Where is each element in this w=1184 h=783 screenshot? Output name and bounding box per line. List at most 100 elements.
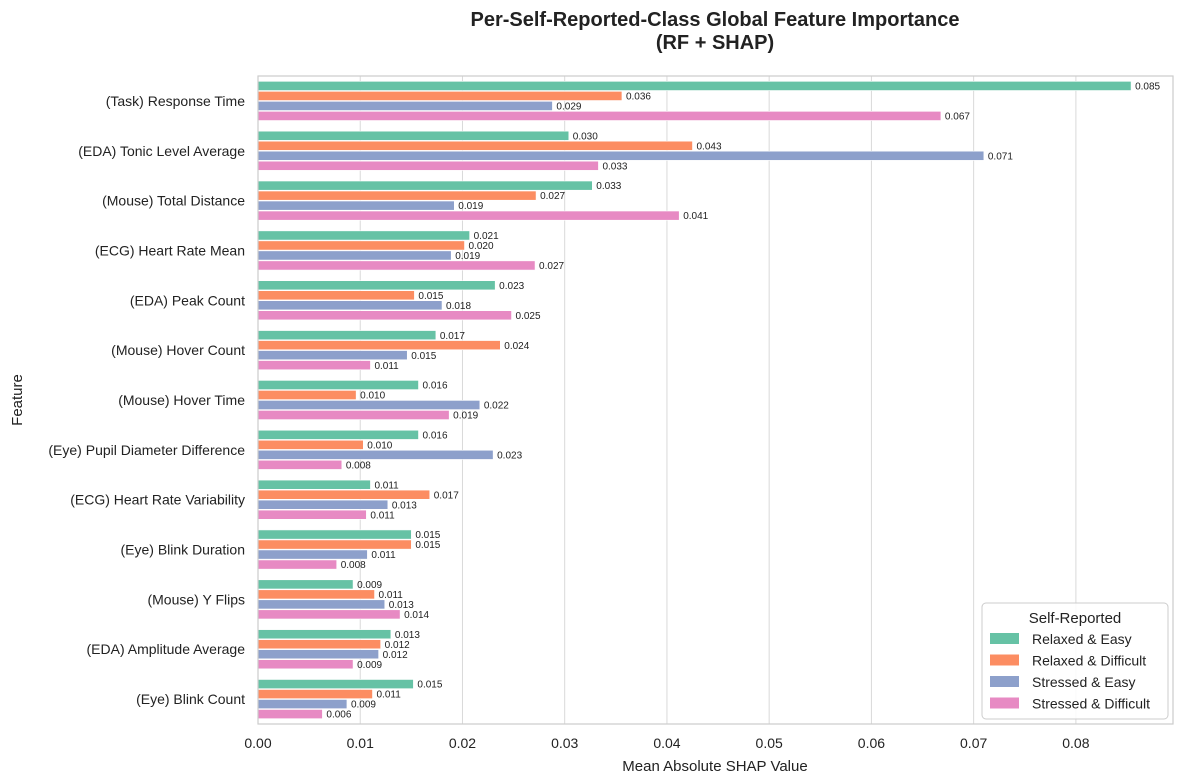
bar-4-12	[257, 659, 354, 670]
bar-3-12	[257, 649, 379, 660]
bar-value-label: 0.009	[357, 580, 382, 591]
bar-4-13	[257, 709, 323, 719]
bar-value-label: 0.023	[499, 281, 524, 292]
legend-title: Self-Reported	[1029, 610, 1122, 627]
bar-4-7	[257, 410, 450, 420]
bar-2-2	[257, 140, 693, 151]
legend-swatch	[990, 697, 1019, 709]
bar-value-label: 0.016	[423, 430, 448, 441]
y-tick-label: (Mouse) Total Distance	[102, 193, 245, 209]
y-tick-label: (EDA) Peak Count	[130, 292, 245, 308]
legend-items: Relaxed & Easy Relaxed & Difficult Stresse…	[990, 631, 1150, 712]
legend-swatch	[990, 676, 1019, 687]
bar-value-label: 0.014	[404, 610, 429, 621]
bar-value-label: 0.008	[346, 460, 371, 471]
bar-value-label: 0.023	[497, 450, 522, 461]
bar-value-label: 0.085	[1135, 82, 1160, 93]
bar-value-label: 0.033	[602, 161, 627, 172]
bar-value-label: 0.019	[458, 201, 483, 212]
bar-value-label: 0.024	[504, 341, 529, 352]
bar-2-11	[257, 589, 375, 600]
bar-1-8	[257, 429, 419, 440]
x-tick-label: 0.06	[858, 735, 885, 751]
y-tick-label: (Task) Response Time	[106, 93, 245, 109]
bar-4-2	[257, 160, 599, 171]
bar-2-10	[257, 539, 412, 550]
bar-1-12	[257, 629, 392, 640]
bar-value-label: 0.043	[696, 141, 721, 152]
bar-value-label: 0.017	[434, 490, 459, 501]
bar-2-13	[257, 689, 373, 699]
bar-1-2	[257, 130, 570, 141]
bar-value-label: 0.015	[417, 680, 442, 691]
legend: Self-Reported Relaxed & Easy Relaxed & Di…	[981, 602, 1169, 720]
bar-1-10	[257, 529, 412, 540]
bar-value-label: 0.013	[395, 630, 420, 641]
y-tick-label: (ECG) Heart Rate Variability	[70, 492, 245, 508]
legend-swatch	[990, 633, 1019, 644]
bar-4-4	[257, 260, 536, 271]
y-tick-label: (EDA) Tonic Level Average	[78, 143, 245, 159]
y-tick-labels: (Task) Response Time (EDA) Tonic Level Av…	[48, 93, 245, 707]
bar-value-label: 0.010	[360, 391, 385, 402]
x-tick-label: 0.04	[653, 735, 680, 751]
plot-frame	[257, 75, 1174, 725]
bar-value-label: 0.012	[385, 640, 410, 651]
bar-1-13	[257, 679, 414, 689]
bar-3-5	[257, 300, 443, 311]
bar-1-7	[257, 380, 419, 390]
x-tick-label: 0.07	[960, 735, 987, 751]
bar-value-label: 0.008	[341, 560, 366, 571]
bar-3-2	[257, 150, 985, 161]
legend-label: Relaxed & Difficult	[1032, 653, 1146, 669]
bar-value-label: 0.015	[415, 530, 440, 541]
bar-value-label: 0.021	[474, 231, 499, 242]
bar-1-3	[257, 180, 593, 191]
bar-2-6	[257, 340, 501, 351]
bar-value-label: 0.016	[423, 381, 448, 392]
bar-value-label: 0.017	[440, 331, 465, 342]
y-tick-label: (Mouse) Hover Count	[111, 342, 245, 358]
bar-4-10	[257, 559, 338, 570]
bar-value-label: 0.027	[540, 191, 565, 202]
bar-4-1	[257, 111, 942, 121]
y-tick-label: (ECG) Heart Rate Mean	[95, 242, 245, 258]
bar-value-label: 0.029	[556, 102, 581, 113]
bar-value-label: 0.010	[367, 440, 392, 451]
x-tick-label: 0.02	[449, 735, 476, 751]
bar-4-6	[257, 360, 371, 371]
bar-value-label: 0.009	[357, 660, 382, 671]
bar-1-1	[257, 81, 1132, 91]
bar-1-6	[257, 330, 437, 341]
y-tick-label: (Mouse) Hover Time	[118, 392, 245, 408]
bar-value-label: 0.025	[516, 311, 541, 322]
chart-title-line-2: (RF + SHAP)	[656, 32, 774, 54]
y-tick-label: (EDA) Amplitude Average	[87, 641, 246, 657]
x-tick-labels: 0.00 0.01 0.02 0.03 0.04 0.05 0.06 0.07 0.08	[244, 735, 1089, 751]
bar-4-9	[257, 509, 367, 520]
bar-3-9	[257, 499, 389, 510]
y-tick-label: (Eye) Blink Duration	[121, 542, 246, 558]
bar-3-4	[257, 250, 452, 261]
bar-4-11	[257, 609, 401, 620]
legend-box	[981, 602, 1169, 720]
bar-value-label: 0.015	[415, 540, 440, 551]
bar-3-13	[257, 699, 348, 709]
bar-value-label: 0.015	[411, 351, 436, 362]
bar-value-label: 0.013	[392, 500, 417, 511]
bar-value-label: 0.018	[446, 301, 471, 312]
y-axis-label: Feature	[9, 374, 26, 426]
bar-series	[257, 81, 1132, 719]
legend-label: Stressed & Easy	[1032, 674, 1136, 690]
bar-4-3	[257, 210, 680, 221]
x-tick-label: 0.05	[756, 735, 783, 751]
bar-value-label: 0.027	[539, 261, 564, 272]
bar-value-label: 0.012	[383, 650, 408, 661]
bar-value-label: 0.013	[389, 600, 414, 611]
bar-value-label: 0.009	[351, 700, 376, 711]
bar-value-label: 0.022	[484, 401, 509, 412]
y-tick-label: (Eye) Pupil Diameter Difference	[48, 442, 245, 458]
bar-2-12	[257, 639, 381, 650]
bar-1-11	[257, 579, 354, 590]
bar-2-4	[257, 240, 465, 251]
